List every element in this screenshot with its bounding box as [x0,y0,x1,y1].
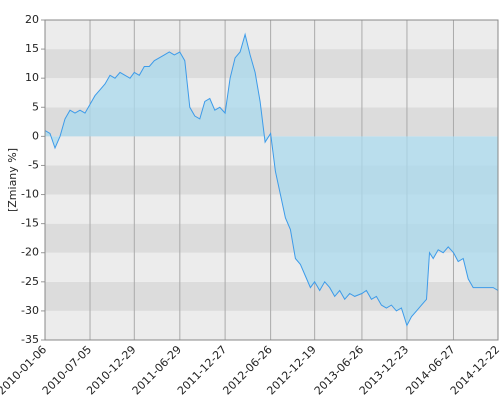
y-tick-label: -5 [28,158,39,171]
y-tick-label: 0 [32,129,39,142]
y-tick-label: -20 [21,246,39,259]
y-tick-label: 5 [32,100,39,113]
y-tick-label: -15 [21,217,39,230]
y-tick-label: -30 [21,304,39,317]
band [45,20,498,50]
y-tick-label: 20 [25,13,39,26]
area [45,34,498,326]
plot-border [44,19,499,341]
y-tick-label: 15 [25,42,39,55]
y-tick-label: -10 [21,188,39,201]
line [44,32,499,327]
band [45,252,498,282]
y-tick-label: -25 [21,275,39,288]
band [45,281,498,311]
y-axis-label: [Zmiany %] [6,148,19,212]
band [45,310,498,340]
y-tick-label: 10 [25,71,39,84]
band [45,49,498,79]
y-tick-label: -35 [21,333,39,346]
